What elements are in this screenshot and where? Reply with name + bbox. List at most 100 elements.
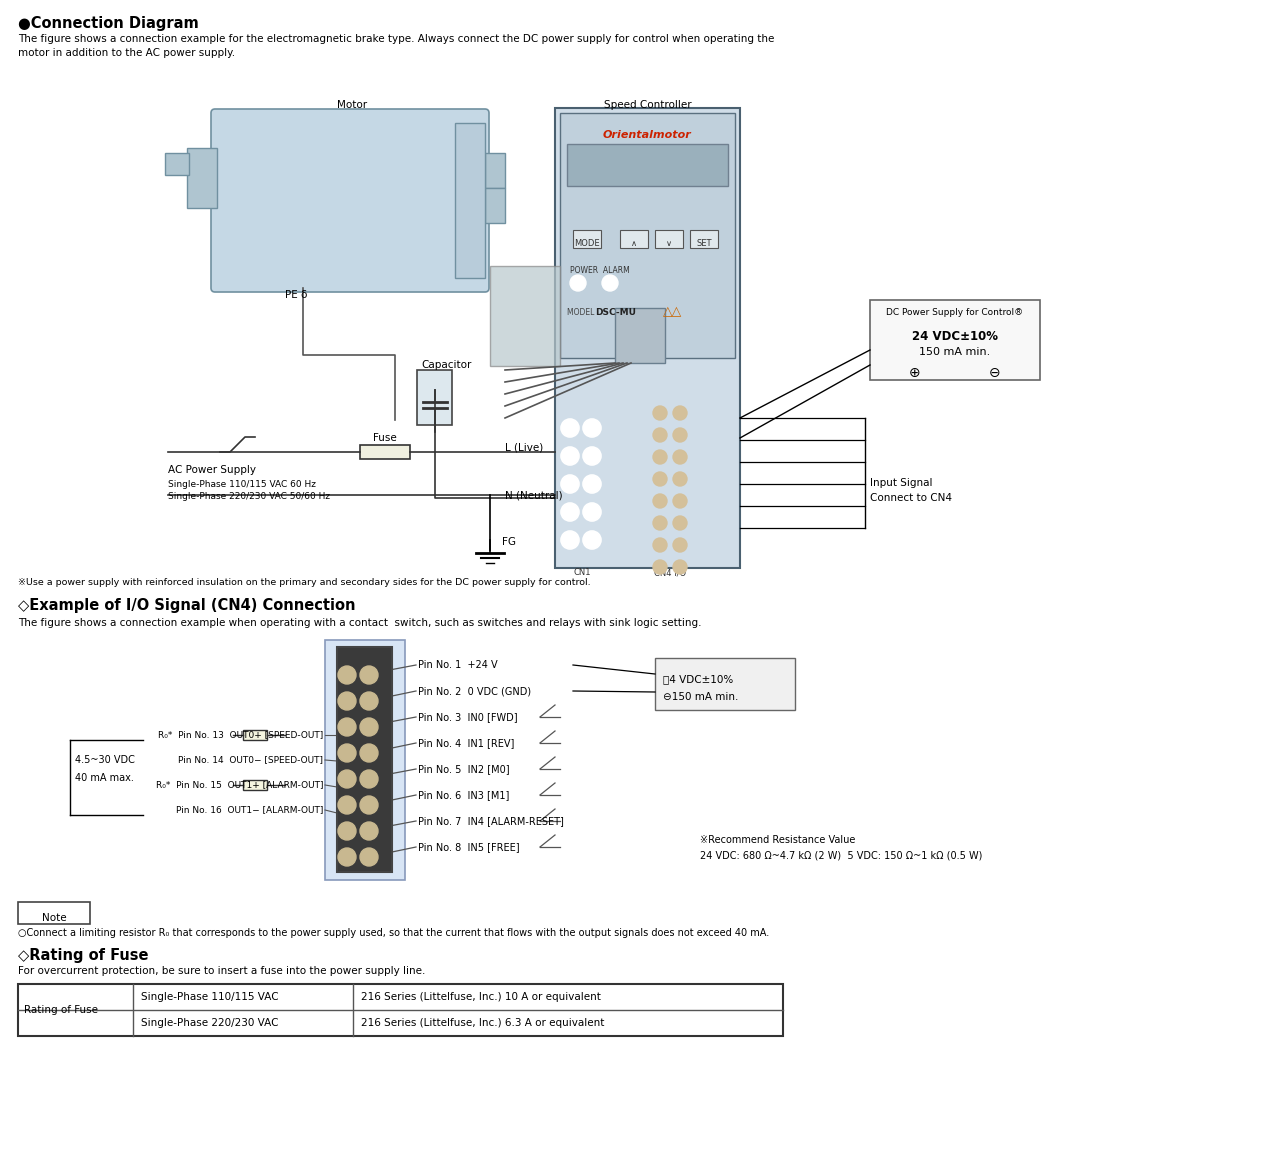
Bar xyxy=(556,108,740,568)
Text: ※Recommend Resistance Value: ※Recommend Resistance Value xyxy=(700,835,855,846)
Text: ※Use a power supply with reinforced insulation on the primary and secondary side: ※Use a power supply with reinforced insu… xyxy=(18,578,590,587)
Text: Motor: Motor xyxy=(337,100,367,110)
Text: Pin No. 3  IN0 [FWD]: Pin No. 3 IN0 [FWD] xyxy=(419,712,517,722)
Bar xyxy=(567,144,728,186)
Text: 4.5~30 VDC: 4.5~30 VDC xyxy=(76,755,134,765)
Text: DSC-MU: DSC-MU xyxy=(595,308,636,317)
Circle shape xyxy=(360,744,378,762)
Bar xyxy=(454,123,485,278)
Text: CN1: CN1 xyxy=(573,568,591,577)
Text: ⊕: ⊕ xyxy=(909,366,920,380)
Circle shape xyxy=(561,504,579,521)
Bar xyxy=(337,647,392,872)
Text: Pin No. 1  +24 V: Pin No. 1 +24 V xyxy=(419,659,498,670)
Circle shape xyxy=(338,718,356,736)
Bar xyxy=(620,230,648,248)
Circle shape xyxy=(338,848,356,866)
Text: Pin No. 5  IN2 [M0]: Pin No. 5 IN2 [M0] xyxy=(419,764,509,775)
Circle shape xyxy=(561,475,579,493)
Circle shape xyxy=(338,795,356,814)
Text: Connect to CN4: Connect to CN4 xyxy=(870,493,952,504)
Text: Single-Phase 110/115 VAC: Single-Phase 110/115 VAC xyxy=(141,992,279,1003)
Bar xyxy=(870,300,1039,380)
Bar xyxy=(655,230,684,248)
Circle shape xyxy=(673,561,687,575)
Circle shape xyxy=(338,692,356,709)
Text: 150 mA min.: 150 mA min. xyxy=(919,347,991,357)
Text: motor in addition to the AC power supply.: motor in addition to the AC power supply… xyxy=(18,48,236,58)
Bar xyxy=(187,148,218,208)
Text: Note: Note xyxy=(42,913,67,923)
Circle shape xyxy=(360,770,378,789)
Text: PE δ: PE δ xyxy=(285,290,307,300)
Circle shape xyxy=(602,274,618,291)
Text: DC Power Supply for Control®: DC Power Supply for Control® xyxy=(887,308,1024,317)
Text: Input Signal: Input Signal xyxy=(870,478,933,488)
Text: AC Power Supply: AC Power Supply xyxy=(168,465,256,475)
Text: Speed Controller: Speed Controller xyxy=(604,100,691,110)
Circle shape xyxy=(338,744,356,762)
Circle shape xyxy=(582,447,602,465)
Text: Single-Phase 220/230 VAC: Single-Phase 220/230 VAC xyxy=(141,1018,279,1028)
Bar xyxy=(485,154,506,188)
Circle shape xyxy=(673,450,687,464)
Circle shape xyxy=(582,419,602,437)
Circle shape xyxy=(570,274,586,291)
Text: ⊖: ⊖ xyxy=(989,366,1001,380)
Circle shape xyxy=(582,504,602,521)
Bar xyxy=(573,230,602,248)
Text: SET: SET xyxy=(696,240,712,248)
Text: Single-Phase 220/230 VAC 50/60 Hz: Single-Phase 220/230 VAC 50/60 Hz xyxy=(168,492,330,501)
Circle shape xyxy=(673,428,687,442)
Bar xyxy=(18,984,783,1036)
Circle shape xyxy=(673,406,687,420)
Text: ◇Rating of Fuse: ◇Rating of Fuse xyxy=(18,948,148,963)
Text: Pin No. 6  IN3 [M1]: Pin No. 6 IN3 [M1] xyxy=(419,790,509,800)
Text: POWER  ALARM: POWER ALARM xyxy=(570,266,630,274)
Text: FG: FG xyxy=(502,537,516,547)
Text: R₀*  Pin No. 15  OUT1+ [ALARM-OUT]: R₀* Pin No. 15 OUT1+ [ALARM-OUT] xyxy=(155,780,323,790)
Circle shape xyxy=(653,450,667,464)
Circle shape xyxy=(653,561,667,575)
Circle shape xyxy=(673,494,687,508)
Text: 24 VDC±10%: 24 VDC±10% xyxy=(911,330,998,343)
Bar xyxy=(690,230,718,248)
Bar xyxy=(655,658,795,709)
Text: Pin No. 16  OUT1− [ALARM-OUT]: Pin No. 16 OUT1− [ALARM-OUT] xyxy=(175,806,323,814)
Text: 24 VDC: 680 Ω~4.7 kΩ (2 W)  5 VDC: 150 Ω~1 kΩ (0.5 W): 24 VDC: 680 Ω~4.7 kΩ (2 W) 5 VDC: 150 Ω~… xyxy=(700,850,982,859)
Text: N (Neutral): N (Neutral) xyxy=(506,490,563,500)
Text: L (Live): L (Live) xyxy=(506,443,543,454)
Text: 40 mA max.: 40 mA max. xyxy=(76,773,134,783)
Circle shape xyxy=(561,447,579,465)
Text: ␤4 VDC±10%: ␤4 VDC±10% xyxy=(663,675,733,684)
Text: The figure shows a connection example for the electromagnetic brake type. Always: The figure shows a connection example fo… xyxy=(18,34,774,44)
Text: Pin No. 8  IN5 [FREE]: Pin No. 8 IN5 [FREE] xyxy=(419,842,520,852)
Text: MODEL: MODEL xyxy=(567,308,596,317)
Circle shape xyxy=(338,822,356,840)
Text: Pin No. 14  OUT0− [SPEED-OUT]: Pin No. 14 OUT0− [SPEED-OUT] xyxy=(178,756,323,764)
Circle shape xyxy=(582,531,602,549)
Text: ∨: ∨ xyxy=(666,240,672,248)
Bar xyxy=(360,445,410,459)
Circle shape xyxy=(653,494,667,508)
Bar xyxy=(325,640,404,880)
Circle shape xyxy=(360,848,378,866)
Circle shape xyxy=(673,538,687,552)
Circle shape xyxy=(360,718,378,736)
Circle shape xyxy=(673,472,687,486)
Text: ◇Example of I/O Signal (CN4) Connection: ◇Example of I/O Signal (CN4) Connection xyxy=(18,598,356,613)
Text: R₀*  Pin No. 13  OUT0+ [SPEED-OUT]: R₀* Pin No. 13 OUT0+ [SPEED-OUT] xyxy=(157,730,323,740)
Text: ⊖150 mA min.: ⊖150 mA min. xyxy=(663,692,739,702)
Circle shape xyxy=(360,795,378,814)
FancyBboxPatch shape xyxy=(211,109,489,292)
Text: Pin No. 4  IN1 [REV]: Pin No. 4 IN1 [REV] xyxy=(419,739,515,748)
Circle shape xyxy=(582,475,602,493)
Circle shape xyxy=(338,666,356,684)
Circle shape xyxy=(360,822,378,840)
Bar xyxy=(490,266,561,366)
Bar xyxy=(614,308,666,363)
Circle shape xyxy=(561,531,579,549)
Text: MODE: MODE xyxy=(575,240,600,248)
Text: 216 Series (Littelfuse, Inc.) 6.3 A or equivalent: 216 Series (Littelfuse, Inc.) 6.3 A or e… xyxy=(361,1018,604,1028)
Text: Pin No. 7  IN4 [ALARM-RESET]: Pin No. 7 IN4 [ALARM-RESET] xyxy=(419,816,564,826)
